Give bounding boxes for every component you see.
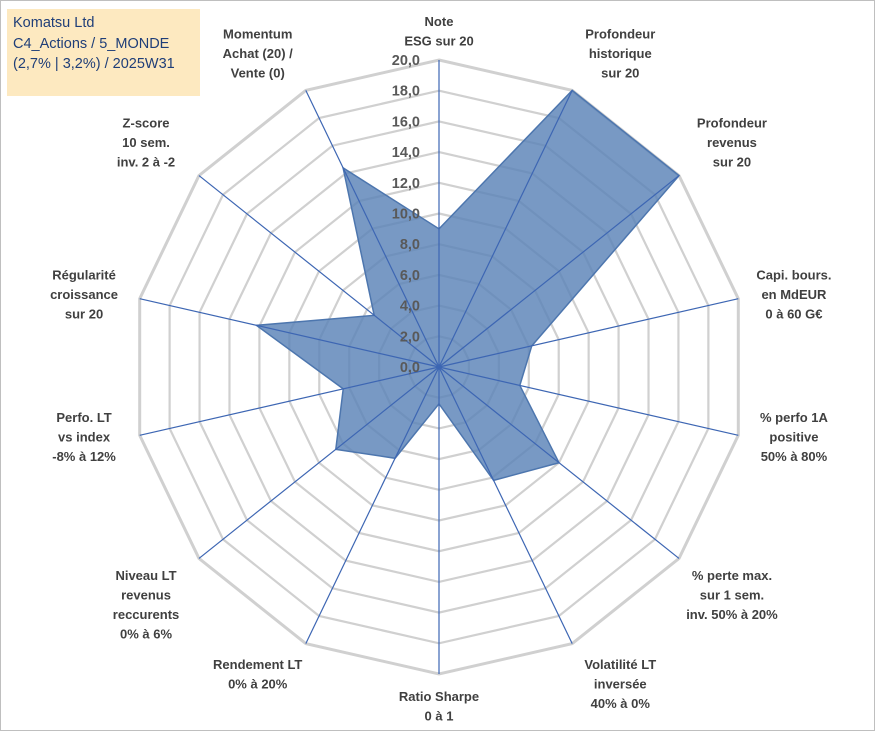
category-label-line: Régularité	[52, 267, 116, 282]
category-label-line: sur 20	[65, 306, 103, 321]
axis-spoke	[305, 366, 440, 644]
info-category: C4_Actions / 5_MONDE	[13, 35, 170, 52]
category-label-line: positive	[769, 430, 818, 445]
category-label-line: Note	[425, 14, 454, 29]
category-label: Rendement LT 0% à 20%	[213, 657, 302, 692]
tick-label: 16,0	[392, 114, 420, 130]
info-box: Komatsu Ltd C4_Actions / 5_MONDE (2,7% |…	[7, 9, 200, 96]
axis-spoke	[438, 366, 573, 644]
category-label-line: Perfo. LT	[56, 410, 111, 425]
category-label-line: sur 1 sem.	[700, 588, 764, 603]
category-label-line: Niveau LT	[115, 568, 176, 583]
category-label-line: 0 à 1	[425, 709, 454, 724]
axis-spoke	[438, 366, 680, 559]
axis-spoke	[139, 298, 440, 368]
category-label: Capi. bours. en MdEUR 0 à 60 G€	[756, 267, 831, 321]
info-company: Komatsu Ltd	[13, 15, 95, 31]
category-label-line: sur 20	[601, 65, 639, 80]
axis-spoke	[438, 366, 739, 436]
category-label: Profondeur historique sur 20	[585, 26, 655, 80]
tick-label: 4,0	[400, 299, 420, 315]
category-label-line: 0% à 6%	[120, 627, 172, 642]
category-label-line: vs index	[58, 430, 111, 445]
category-label-line: croissance	[50, 287, 118, 302]
tick-label: 0,0	[400, 360, 420, 376]
category-label: Volatilité LT inversée 40% à 0%	[584, 657, 656, 711]
tick-label: 6,0	[400, 268, 420, 284]
category-label-line: ESG sur 20	[404, 34, 473, 49]
category-label-line: 0% à 20%	[228, 677, 288, 692]
tick-label: 14,0	[392, 145, 420, 161]
axis-spoke	[198, 366, 440, 559]
category-label-line: 10 sem.	[122, 135, 170, 150]
tick-label: 10,0	[392, 207, 420, 223]
category-label-line: revenus	[707, 135, 757, 150]
category-label-line: historique	[589, 46, 652, 61]
category-label-line: sur 20	[713, 154, 751, 169]
tick-label: 2,0	[400, 329, 420, 345]
axis-spoke	[198, 175, 440, 368]
category-label: Note ESG sur 20	[404, 14, 473, 49]
axis-spoke	[438, 175, 680, 368]
category-label-line: Vente (0)	[231, 65, 285, 80]
tick-label: 12,0	[392, 176, 420, 192]
info-period: (2,7% | 3,2%) / 2025W31	[13, 56, 175, 72]
category-label: % perfo 1A positive 50% à 80%	[760, 410, 829, 464]
category-label: % perte max. sur 1 sem. inv. 50% à 20%	[686, 568, 778, 622]
category-label-line: Achat (20) /	[223, 46, 293, 61]
category-label-line: -8% à 12%	[52, 449, 116, 464]
category-label-line: Z-score	[123, 115, 170, 130]
axis-spoke	[305, 90, 440, 368]
category-label-line: reccurents	[113, 607, 179, 622]
tick-label: 20,0	[392, 53, 420, 69]
category-label-line: Momentum	[223, 26, 292, 41]
category-label: Régularité croissance sur 20	[50, 267, 118, 321]
category-label-line: Rendement LT	[213, 657, 302, 672]
category-label-line: % perfo 1A	[760, 410, 829, 425]
category-label: Profondeur revenus sur 20	[697, 115, 767, 169]
category-label-line: inv. 50% à 20%	[686, 607, 778, 622]
category-label: Momentum Achat (20) / Vente (0)	[223, 26, 293, 80]
category-label-line: 40% à 0%	[591, 696, 651, 711]
category-label-line: 0 à 60 G€	[765, 306, 822, 321]
axis-spoke	[438, 298, 739, 368]
category-label-line: inv. 2 à -2	[117, 154, 175, 169]
category-label-line: revenus	[121, 588, 171, 603]
category-label-line: Profondeur	[697, 115, 767, 130]
axis-spoke	[438, 90, 573, 368]
tick-label: 8,0	[400, 237, 420, 253]
category-label-line: Capi. bours.	[756, 267, 831, 282]
category-label-line: Volatilité LT	[584, 657, 656, 672]
category-label-line: % perte max.	[692, 568, 772, 583]
category-label-line: 50% à 80%	[761, 449, 828, 464]
data-area	[254, 89, 681, 482]
tick-label: 18,0	[392, 84, 420, 100]
category-label-line: Profondeur	[585, 26, 655, 41]
category-label: Niveau LT revenus reccurents 0% à 6%	[113, 568, 179, 642]
category-label-line: Ratio Sharpe	[399, 689, 479, 704]
category-label-line: en MdEUR	[761, 287, 827, 302]
category-label: Ratio Sharpe 0 à 1	[399, 689, 479, 724]
axis-spoke	[139, 366, 440, 436]
category-label-line: inversée	[594, 677, 647, 692]
category-label: Perfo. LT vs index -8% à 12%	[52, 410, 116, 464]
category-label: Z-score 10 sem. inv. 2 à -2	[117, 115, 175, 169]
